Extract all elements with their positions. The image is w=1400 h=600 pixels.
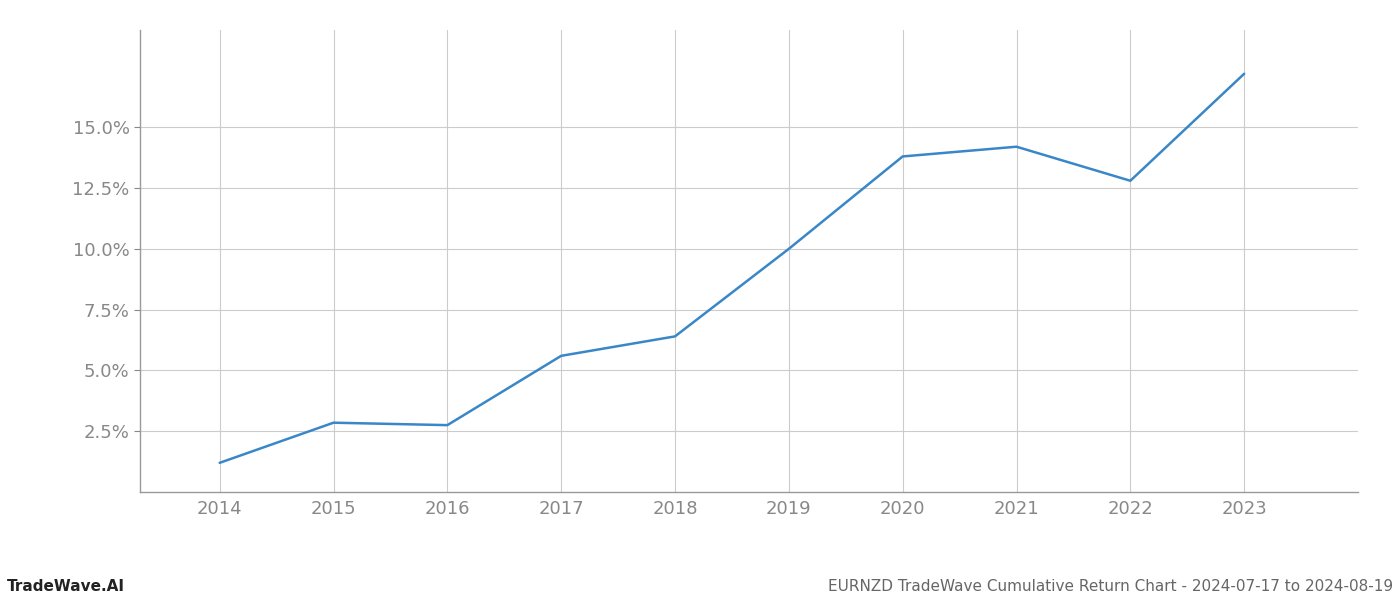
Text: EURNZD TradeWave Cumulative Return Chart - 2024-07-17 to 2024-08-19: EURNZD TradeWave Cumulative Return Chart… xyxy=(827,579,1393,594)
Text: TradeWave.AI: TradeWave.AI xyxy=(7,579,125,594)
